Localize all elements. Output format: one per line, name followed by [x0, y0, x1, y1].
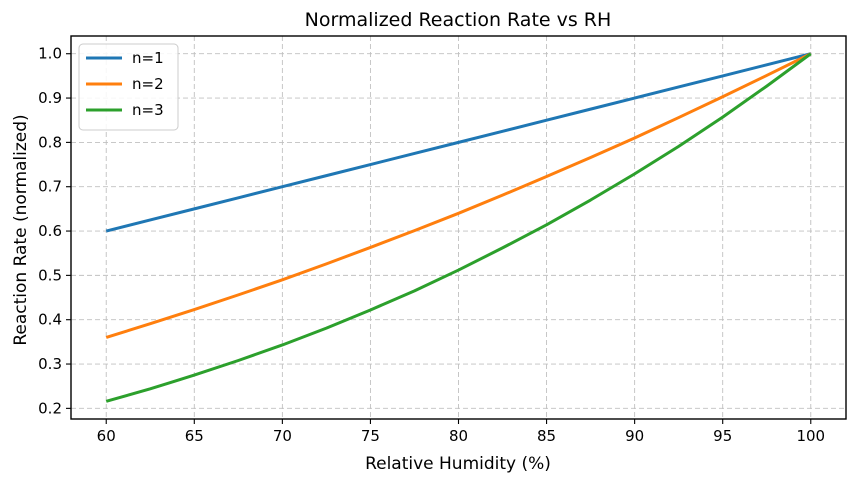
x-tick-label: 60 — [97, 427, 116, 445]
y-tick-label: 1.0 — [38, 45, 62, 63]
y-tick-label: 0.6 — [38, 222, 62, 240]
legend-label: n=1 — [132, 49, 164, 67]
x-tick-label: 85 — [537, 427, 556, 445]
y-tick-label: 0.8 — [38, 133, 62, 151]
legend-label: n=2 — [132, 75, 164, 93]
series-line-n=2 — [105, 52, 812, 339]
series-line-n=3 — [105, 52, 812, 403]
series-lines — [105, 52, 812, 403]
y-tick-label: 0.2 — [38, 399, 62, 417]
legend-label: n=3 — [132, 101, 164, 119]
y-tick-label: 0.3 — [38, 355, 62, 373]
y-tick-label: 0.5 — [38, 266, 62, 284]
y-tick-label: 0.7 — [38, 178, 62, 196]
x-tick-label: 100 — [796, 427, 825, 445]
x-tick-label: 90 — [625, 427, 644, 445]
x-tick-label: 75 — [361, 427, 380, 445]
x-axis-label: Relative Humidity (%) — [365, 454, 551, 474]
x-tick-label: 80 — [449, 427, 468, 445]
x-tick-label: 95 — [713, 427, 732, 445]
chart-title: Normalized Reaction Rate vs RH — [305, 9, 612, 31]
y-tick-label: 0.4 — [38, 311, 62, 329]
legend: n=1 n=2 n=3 — [78, 43, 179, 131]
axis-ticks: 60 65 70 75 80 85 90 95 100 0.2 0.3 0.4 0.5 0.6 0.7 0.8… — [38, 45, 825, 445]
y-tick-label: 0.9 — [38, 89, 62, 107]
x-tick-label: 65 — [185, 427, 204, 445]
series-line-n=1 — [105, 52, 812, 233]
y-axis-label: Reaction Rate (normalized) — [11, 114, 31, 345]
x-tick-label: 70 — [273, 427, 292, 445]
